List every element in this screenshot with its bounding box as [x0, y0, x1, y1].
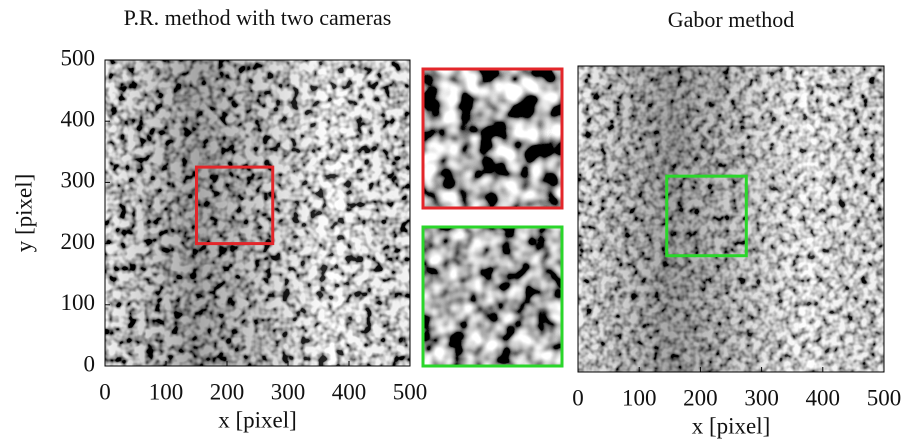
y-tick-label: 500: [61, 45, 96, 70]
chart-title: Gabor method: [668, 7, 794, 32]
frame: [104, 59, 411, 367]
zoom-image: [423, 227, 562, 366]
y-tick-label: 300: [61, 168, 96, 193]
x-tick-label: 100: [149, 379, 184, 404]
zoom-border: [421, 225, 564, 368]
zoom-insets: [421, 67, 564, 368]
zoom-image: [423, 69, 562, 208]
x-tick-label: 500: [393, 379, 428, 404]
highlight-box: [195, 165, 275, 246]
x-tick-label: 0: [572, 385, 584, 410]
x-tick-label: 100: [622, 385, 657, 410]
x-tick-label: 400: [332, 379, 367, 404]
x-tick-label: 300: [271, 379, 306, 404]
chart-title: P.R. method with two cameras: [124, 5, 392, 30]
y-tick-label: 100: [61, 290, 96, 315]
x-tick-label: 0: [99, 379, 111, 404]
y-axis-label: y [pixel]: [11, 174, 36, 253]
zoom-border: [421, 67, 564, 210]
frame: [577, 65, 885, 373]
y-tick-label: 0: [84, 351, 96, 376]
shading: [105, 60, 410, 366]
x-tick-label: 300: [744, 385, 779, 410]
x-axis-label: x [pixel]: [692, 413, 771, 438]
x-tick-label: 500: [867, 385, 902, 410]
highlight-box: [665, 174, 748, 258]
x-tick-label: 200: [683, 385, 718, 410]
y-tick-label: 200: [61, 229, 96, 254]
x-axis-label: x [pixel]: [218, 407, 297, 432]
y-tick-label: 400: [61, 106, 96, 131]
shading: [578, 66, 884, 372]
x-tick-label: 400: [806, 385, 841, 410]
x-tick-label: 200: [210, 379, 245, 404]
